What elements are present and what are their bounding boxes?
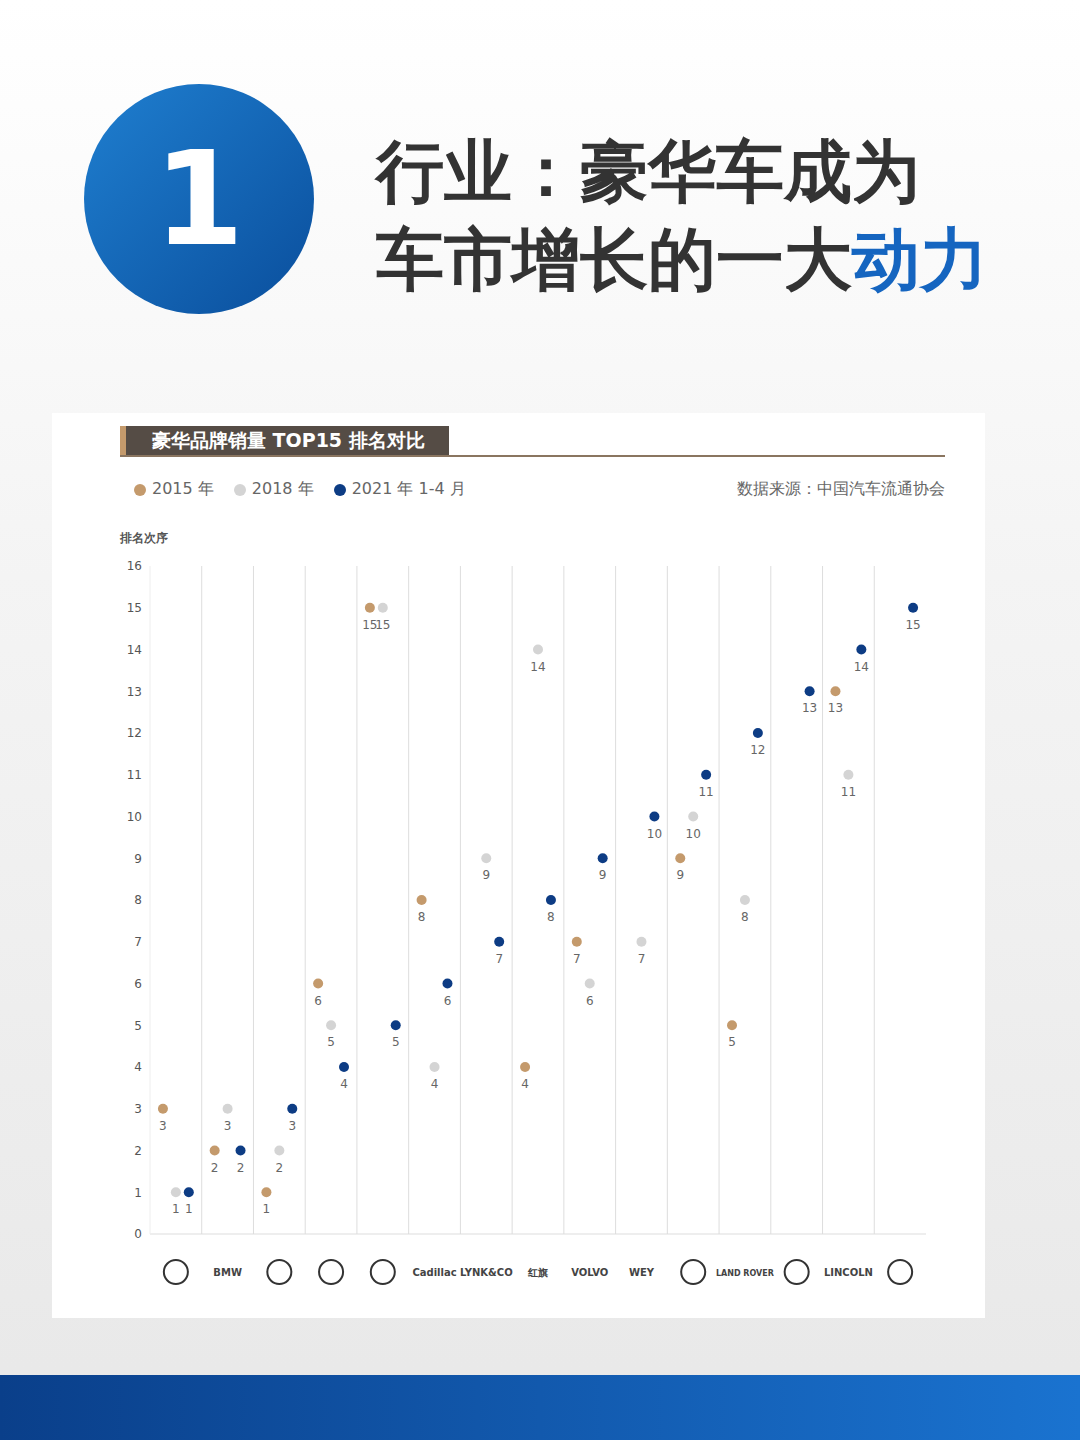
svg-text:6: 6: [444, 994, 452, 1008]
html-text:2018 年: 2018 年: [251, 479, 314, 498]
svg-text:1: 1: [185, 1202, 193, 1216]
svg-text:9: 9: [482, 868, 490, 882]
svg-text:7: 7: [638, 952, 646, 966]
svg-text:2: 2: [237, 1161, 245, 1175]
svg-text:9: 9: [134, 852, 142, 866]
svg-text:2: 2: [134, 1144, 142, 1158]
svg-text:5: 5: [392, 1035, 400, 1049]
svg-text:15: 15: [905, 618, 920, 632]
svg-text:8: 8: [741, 910, 749, 924]
svg-text:11: 11: [127, 768, 142, 782]
svg-text:1: 1: [263, 1202, 271, 1216]
html-text:2021 年 1-4 月: 2021 年 1-4 月: [351, 479, 466, 498]
svg-text:4: 4: [340, 1077, 348, 1091]
svg-text:16: 16: [127, 559, 142, 573]
svg-text:6: 6: [134, 977, 142, 991]
svg-text:4: 4: [431, 1077, 439, 1091]
svg-text:10: 10: [127, 810, 142, 824]
svg-text:3: 3: [134, 1102, 142, 1116]
svg-text:14: 14: [530, 660, 545, 674]
svg-text:5: 5: [327, 1035, 335, 1049]
svg-text:8: 8: [134, 893, 142, 907]
svg-text:10: 10: [686, 827, 701, 841]
svg-text:0: 0: [134, 1227, 142, 1241]
svg-text:2: 2: [276, 1161, 284, 1175]
svg-text:2: 2: [211, 1161, 219, 1175]
svg-text:5: 5: [134, 1019, 142, 1033]
svg-text:15: 15: [375, 618, 390, 632]
svg-text:11: 11: [698, 785, 713, 799]
svg-text:12: 12: [750, 743, 765, 757]
svg-text:13: 13: [828, 701, 843, 715]
svg-text:LINCOLN: LINCOLN: [824, 1267, 873, 1278]
svg-text:14: 14: [127, 643, 142, 657]
svg-text:7: 7: [495, 952, 503, 966]
svg-text:BMW: BMW: [213, 1267, 242, 1278]
html-text:行业：豪华车成为: 行业：豪华车成为: [376, 132, 920, 211]
svg-text:3: 3: [159, 1119, 167, 1133]
html-text:2015 年: 2015 年: [152, 479, 214, 498]
svg-text:Cadillac: Cadillac: [412, 1267, 456, 1278]
html-text:排名次序: 排名次序: [120, 531, 168, 545]
html-text:1: 1: [153, 123, 245, 275]
svg-text:VOLVO: VOLVO: [571, 1267, 608, 1278]
svg-text:5: 5: [728, 1035, 736, 1049]
svg-text:9: 9: [676, 868, 684, 882]
svg-text:7: 7: [134, 935, 142, 949]
svg-text:3: 3: [288, 1119, 296, 1133]
svg-text:6: 6: [586, 994, 594, 1008]
svg-text:6: 6: [314, 994, 322, 1008]
svg-text:12: 12: [127, 726, 142, 740]
svg-text:10: 10: [647, 827, 662, 841]
html-text:豪华品牌销量 TOP15 排名对比: 豪华品牌销量 TOP15 排名对比: [152, 429, 425, 451]
svg-text:3: 3: [224, 1119, 232, 1133]
html-text:数据来源：中国汽车流通协会: 数据来源：中国汽车流通协会: [737, 479, 945, 498]
svg-text:7: 7: [573, 952, 581, 966]
svg-text:8: 8: [418, 910, 426, 924]
html-text:车市增长的一大动力: 车市增长的一大动力: [376, 220, 988, 299]
svg-text:14: 14: [854, 660, 869, 674]
svg-text:1: 1: [172, 1202, 180, 1216]
svg-text:8: 8: [547, 910, 555, 924]
svg-text:4: 4: [521, 1077, 529, 1091]
svg-text:LYNK&CO: LYNK&CO: [460, 1267, 513, 1278]
svg-text:1: 1: [134, 1186, 142, 1200]
svg-text:11: 11: [841, 785, 856, 799]
svg-text:13: 13: [127, 685, 142, 699]
svg-text:13: 13: [802, 701, 817, 715]
svg-text:红旗: 红旗: [527, 1267, 548, 1278]
svg-text:WEY: WEY: [629, 1267, 655, 1278]
svg-text:LAND ROVER: LAND ROVER: [716, 1269, 774, 1278]
svg-text:9: 9: [599, 868, 607, 882]
svg-text:4: 4: [134, 1060, 142, 1074]
svg-text:15: 15: [127, 601, 142, 615]
svg-text:15: 15: [362, 617, 378, 632]
